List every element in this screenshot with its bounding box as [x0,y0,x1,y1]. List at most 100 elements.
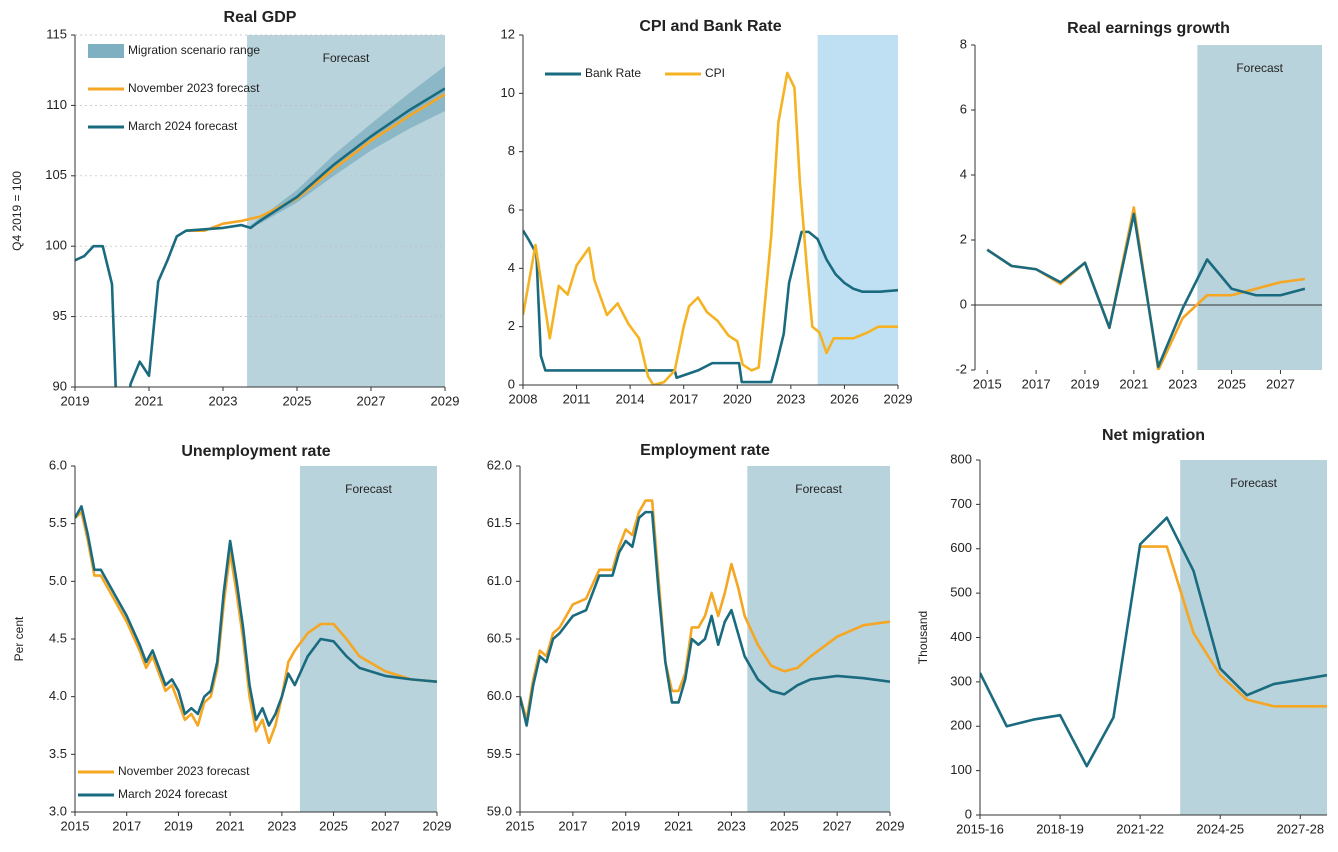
x-tick-label: 2021 [135,393,164,408]
y-tick-label: 400 [950,629,972,644]
chart-title: CPI and Bank Rate [639,18,781,35]
forecast-label: Forecast [1236,61,1283,75]
y-tick-label: 0 [508,376,515,391]
x-tick-label: 2025 [319,818,348,833]
x-tick-label: 2017 [669,391,698,406]
y-tick-label: 5.5 [49,515,67,530]
series-line [523,71,898,385]
y-tick-label: 60.0 [487,688,512,703]
x-tick-label: 2020 [723,391,752,406]
y-tick-label: 4.5 [49,630,67,645]
panel: Unemployment rate Forecast 3.0 3.5 4.0 4.5 5.0… [12,443,451,833]
y-tick-label: 59.0 [487,803,512,818]
legend-label: CPI [705,66,725,80]
y-tick-label: 5.0 [49,573,67,588]
chart-title: Real earnings growth [1067,20,1230,37]
x-tick-label: 2029 [876,818,905,833]
y-tick-label: 2 [508,318,515,333]
x-tick-label: 2019 [1071,376,1100,391]
y-tick-label: 800 [950,451,972,466]
panel: CPI and Bank Rate 0 2 4 6 8 10 12 2008 2011 2014 20… [501,18,913,406]
y-tick-label: 0 [960,296,967,311]
x-tick-label: 2025 [1217,376,1246,391]
legend-label: Bank Rate [585,66,641,80]
y-tick-label: 8 [508,143,515,158]
x-tick-label: 2029 [431,393,460,408]
chart-title: Net migration [1102,427,1205,444]
series-line [75,87,445,387]
y-tick-label: 110 [46,97,67,112]
x-tick-label: 2029 [423,818,452,833]
x-tick-label: 2019 [611,818,640,833]
forecast-label: Forecast [795,482,842,496]
x-tick-label: 2015 [506,818,535,833]
y-tick-label: 12 [501,26,515,41]
x-tick-label: 2023 [776,391,805,406]
y-tick-label: 300 [950,673,972,688]
x-tick-label: 2023 [267,818,296,833]
x-tick-label: 2019 [61,393,90,408]
y-tick-label: 500 [950,585,972,600]
series-line [980,516,1327,768]
y-tick-label: 6.0 [49,457,67,472]
x-tick-label: 2017 [112,818,141,833]
x-tick-label: 2023 [1168,376,1197,391]
forecast-label: Forecast [323,51,370,65]
panel: Real GDP Forecast 90 95 100 105 110 115 2019 2021… [10,9,460,408]
y-tick-label: 6 [960,101,967,116]
x-tick-label: 2018-19 [1036,821,1084,836]
y-tick-label: 3.0 [49,803,67,818]
x-tick-label: 2025 [283,393,312,408]
x-tick-label: 2011 [563,391,591,406]
y-tick-label: 61.0 [487,573,512,588]
chart-title: Real GDP [224,9,297,26]
x-tick-label: 2021 [1119,376,1148,391]
x-tick-label: 2015 [973,376,1002,391]
x-tick-label: 2014 [616,391,645,406]
y-tick-label: 10 [501,85,515,100]
chart-title: Unemployment rate [181,443,330,460]
panel: Employment rate Forecast 59.0 59.5 60.0 60.5 6… [487,442,905,833]
y-tick-label: 61.5 [487,515,512,530]
series-line [523,229,898,384]
y-tick-label: 0 [965,806,972,821]
x-tick-label: 2017 [558,818,587,833]
x-tick-label: 2027-28 [1276,821,1324,836]
y-tick-label: 100 [950,762,972,777]
x-tick-label: 2015 [61,818,90,833]
y-tick-label: 2 [960,231,967,246]
forecast-label: Forecast [345,482,392,496]
x-tick-label: 2027 [357,393,386,408]
series-line [75,505,437,727]
legend-label: March 2024 forecast [128,119,238,133]
legend-swatch [88,44,124,58]
x-tick-label: 2026 [830,391,859,406]
y-tick-label: 700 [950,496,972,511]
y-tick-label: 3.5 [49,746,67,761]
legend-label: November 2023 forecast [118,764,250,778]
x-tick-label: 2015-16 [956,821,1004,836]
chart-title: Employment rate [640,442,770,459]
y-axis-label: Thousand [916,611,930,664]
y-tick-label: 95 [53,308,67,323]
y-tick-label: -2 [955,361,967,376]
x-tick-label: 2019 [164,818,193,833]
y-tick-label: 4.0 [49,688,67,703]
legend-label: November 2023 forecast [128,81,260,95]
forecast-label: Forecast [1230,476,1277,490]
x-tick-label: 2023 [717,818,746,833]
x-tick-label: 2029 [884,391,913,406]
forecast-shade [1180,460,1327,815]
y-tick-label: 8 [960,36,967,51]
y-tick-label: 105 [45,167,67,182]
y-tick-label: 60.5 [487,630,512,645]
y-tick-label: 4 [960,166,967,181]
panel: Real earnings growth Forecast -2 0 2 4 6 8 2015 2… [955,20,1322,391]
y-tick-label: 90 [53,378,67,393]
panel: Net migration Forecast 0 100 200 300 400 500 600… [916,427,1327,836]
x-tick-label: 2027 [823,818,852,833]
legend-label: Migration scenario range [128,43,260,57]
y-tick-label: 59.5 [487,746,512,761]
x-tick-label: 2027 [371,818,400,833]
y-tick-label: 6 [508,201,515,216]
